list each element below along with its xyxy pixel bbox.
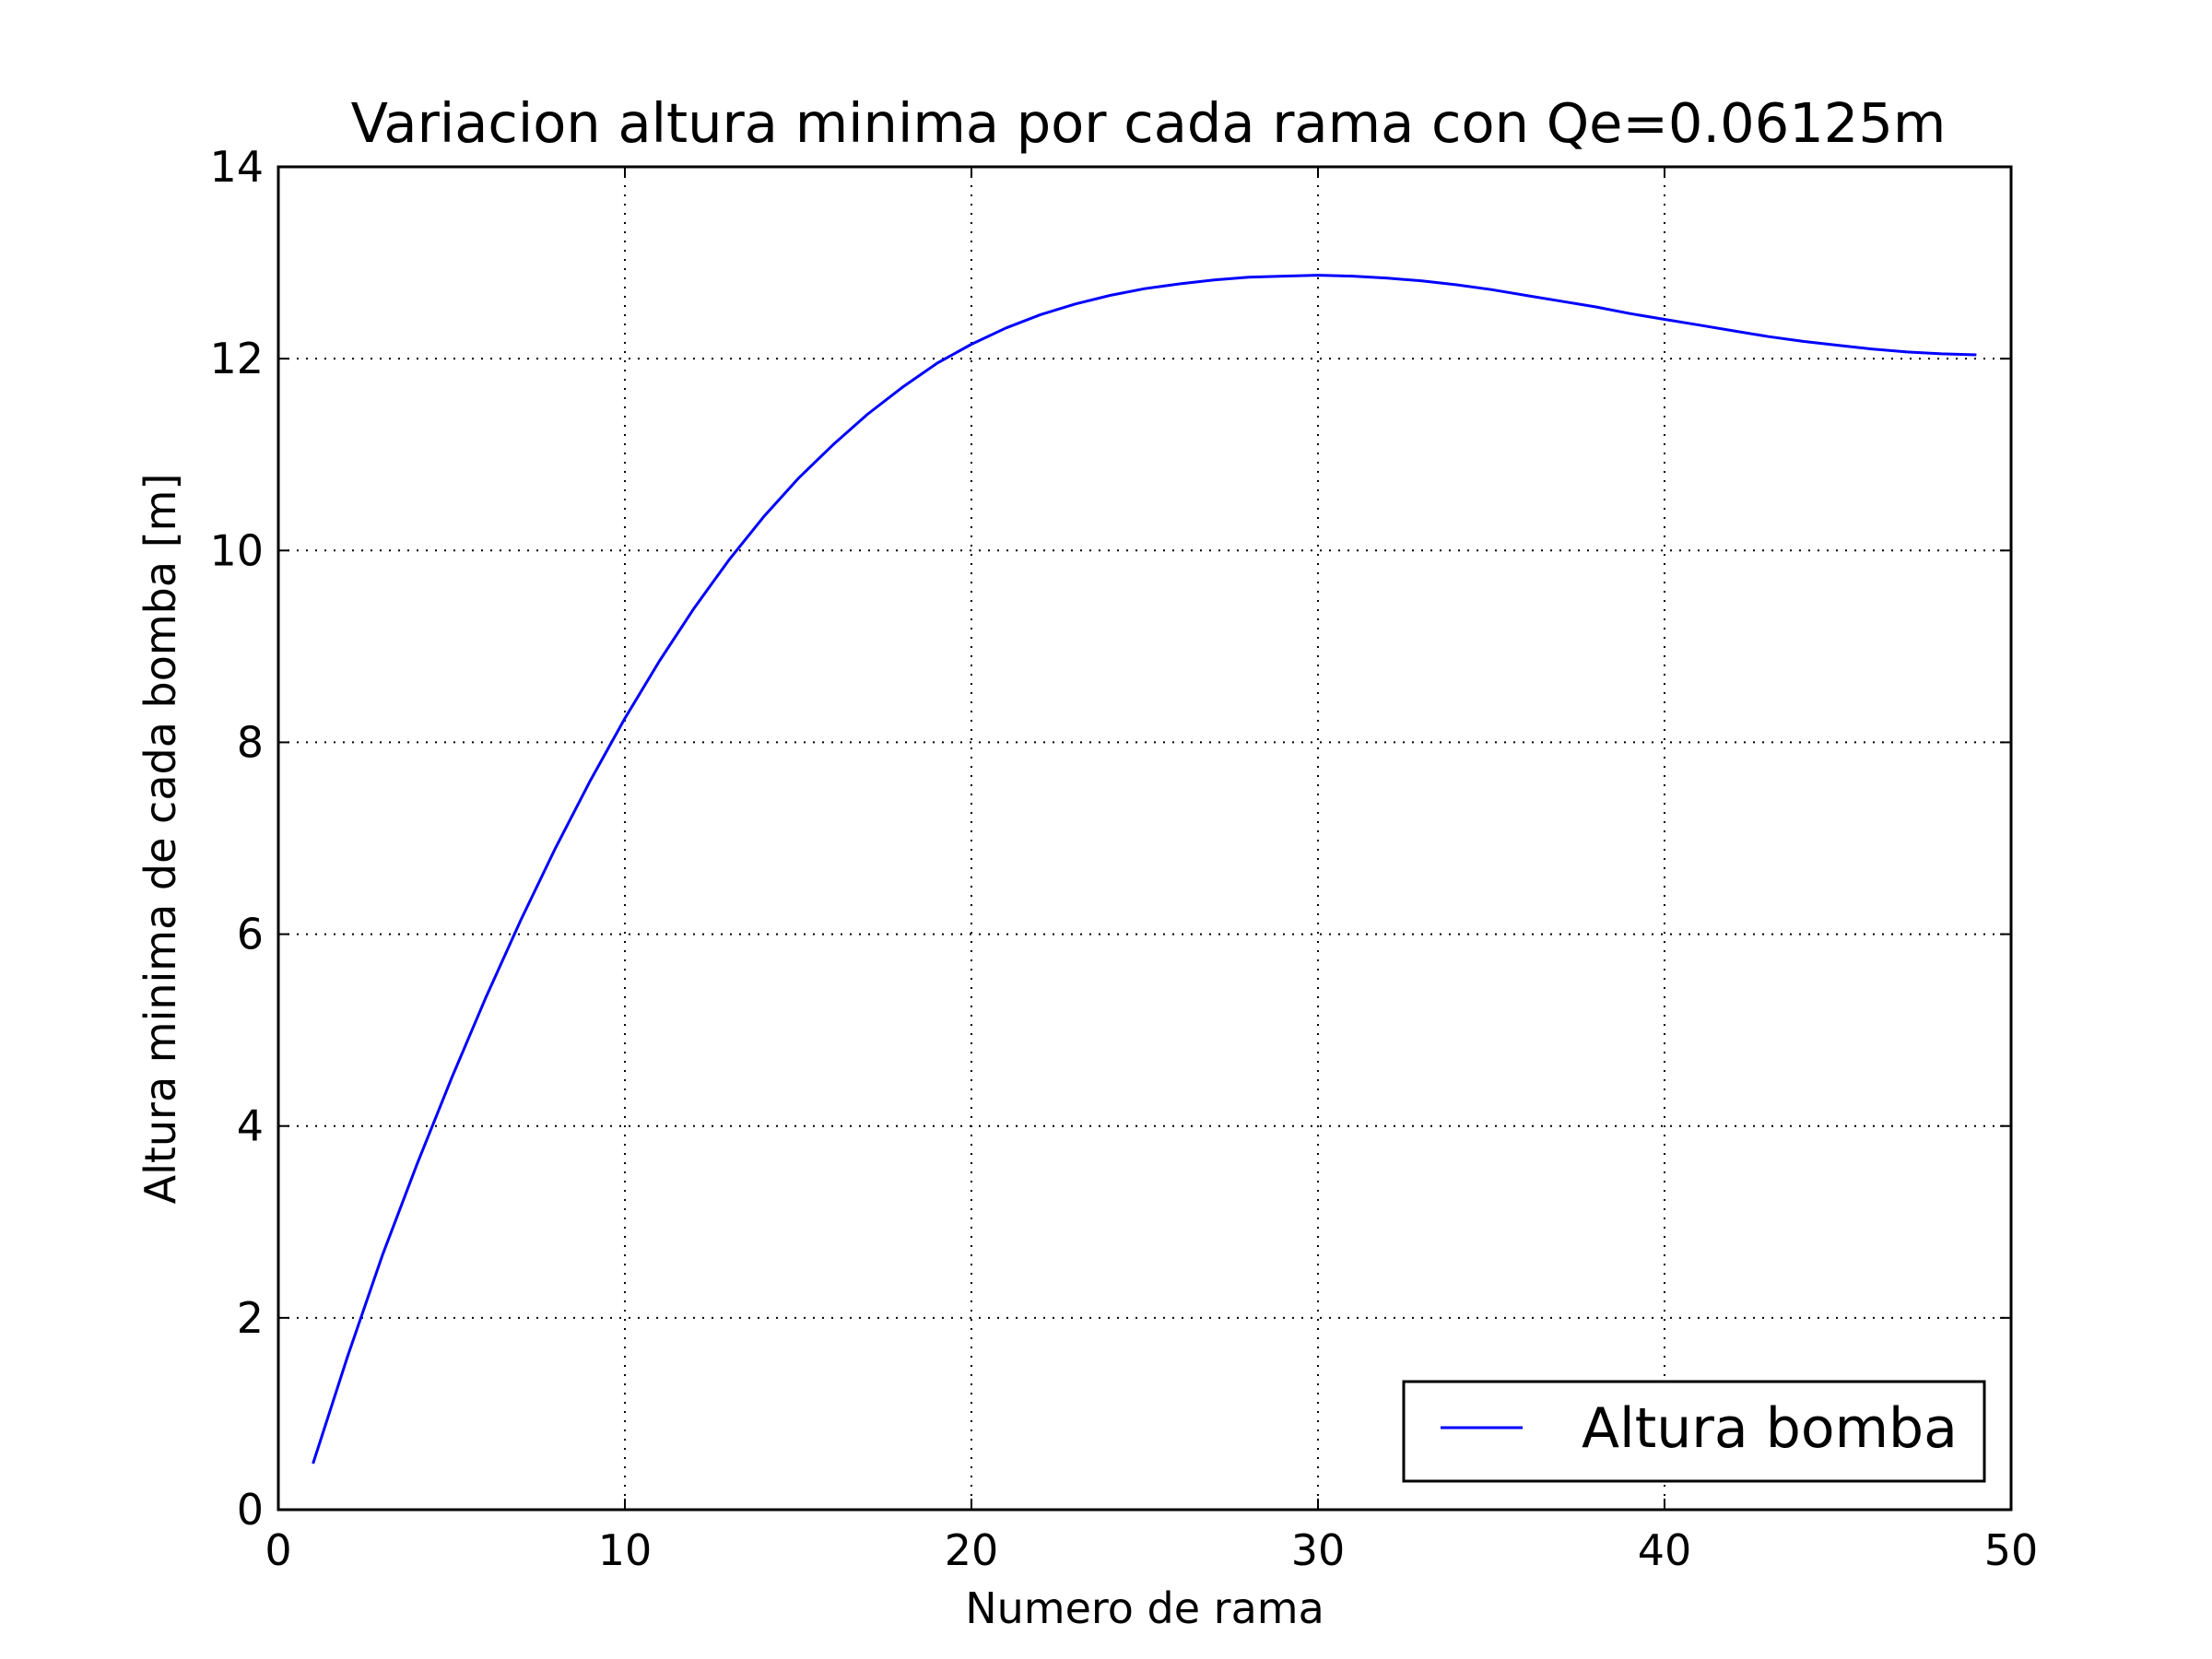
x-tick-label-0: 0	[265, 1525, 291, 1575]
y-tick-label-2: 2	[237, 1293, 264, 1343]
grid	[278, 167, 2011, 1510]
axis-ticks	[277, 166, 2012, 1511]
x-tick-label-40: 40	[1638, 1525, 1692, 1575]
legend-label-altura-bomba: Altura bomba	[1582, 1396, 1958, 1461]
legend-box	[1402, 1380, 1986, 1483]
series-lines	[312, 274, 1977, 1465]
y-axis-label: Altura minima de cada bomba [m]	[135, 474, 185, 1205]
x-tick-label-50: 50	[1984, 1525, 2039, 1575]
y-tick-label-8: 8	[237, 717, 264, 767]
plot-frame	[276, 165, 2013, 1512]
y-tick-label-0: 0	[237, 1485, 264, 1535]
x-axis-label: Numero de rama	[965, 1583, 1324, 1633]
legend: Altura bomba	[1402, 1380, 1986, 1483]
y-tick-label-12: 12	[209, 334, 264, 383]
tick-labels: 0 10 20 30 40 50 0 2 4 6 8 10 12 14	[209, 142, 2038, 1575]
chart-title: Variacion altura minima por cada rama co…	[351, 91, 1947, 155]
series-line-0	[312, 274, 1977, 1465]
x-tick-label-10: 10	[598, 1525, 653, 1575]
x-tick-label-20: 20	[945, 1525, 999, 1575]
x-tick-label-30: 30	[1291, 1525, 1346, 1575]
y-tick-label-4: 4	[237, 1101, 264, 1151]
y-tick-label-6: 6	[237, 910, 264, 959]
y-tick-label-14: 14	[209, 142, 264, 192]
y-tick-label-10: 10	[209, 525, 264, 575]
